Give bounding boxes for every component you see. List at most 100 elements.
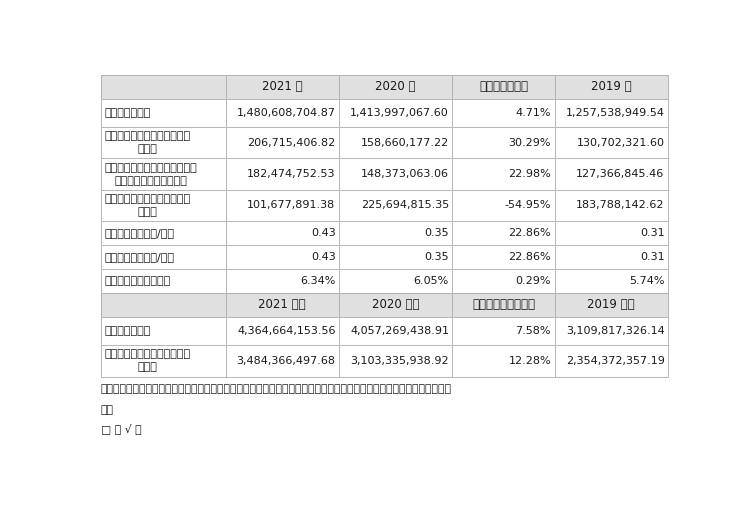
Bar (339, 220, 452, 245)
Bar (226, 245, 339, 269)
Bar (339, 75, 452, 99)
Bar (339, 345, 452, 377)
Text: 4,057,269,438.91: 4,057,269,438.91 (350, 326, 449, 336)
Text: 22.86%: 22.86% (509, 252, 551, 262)
Text: 公司最近三个会计年度扣除非经常性损益前后净利润孰低者均为负值，且最近一年审计报告显示公司持续经营能力存在不确: 公司最近三个会计年度扣除非经常性损益前后净利润孰低者均为负值，且最近一年审计报告… (100, 384, 452, 393)
Text: 22.86%: 22.86% (509, 228, 551, 238)
Bar (226, 75, 339, 99)
Text: 资产总额（元）: 资产总额（元） (104, 326, 151, 336)
Bar (554, 127, 668, 158)
Bar (100, 317, 226, 345)
Bar (452, 190, 554, 220)
Bar (339, 190, 452, 220)
Text: 归属于上市公司股东的扣除非经
常性损益的净利润（元）: 归属于上市公司股东的扣除非经 常性损益的净利润（元） (104, 163, 197, 186)
Bar (452, 127, 554, 158)
Bar (554, 75, 668, 99)
Bar (226, 190, 339, 220)
Bar (226, 220, 339, 245)
Text: 3,484,366,497.68: 3,484,366,497.68 (236, 356, 335, 365)
Bar (226, 158, 339, 190)
Text: 6.05%: 6.05% (414, 276, 449, 286)
Text: 4.71%: 4.71% (515, 108, 551, 118)
Text: 归属于上市公司股东的净利润
（元）: 归属于上市公司股东的净利润 （元） (104, 131, 190, 154)
Bar (226, 127, 339, 158)
Bar (554, 190, 668, 220)
Bar (100, 158, 226, 190)
Text: -54.95%: -54.95% (505, 201, 551, 211)
Bar (100, 158, 226, 190)
Bar (226, 345, 339, 377)
Text: 0.31: 0.31 (640, 252, 664, 262)
Bar (100, 293, 226, 317)
Bar (452, 317, 554, 345)
Text: 2,354,372,357.19: 2,354,372,357.19 (566, 356, 664, 365)
Bar (226, 158, 339, 190)
Bar (100, 220, 226, 245)
Bar (452, 269, 554, 293)
Bar (452, 245, 554, 269)
Bar (100, 75, 226, 99)
Bar (226, 99, 339, 127)
Bar (554, 269, 668, 293)
Text: 2020 年: 2020 年 (376, 80, 416, 93)
Text: 0.31: 0.31 (640, 228, 664, 238)
Bar (339, 245, 452, 269)
Bar (100, 245, 226, 269)
Text: 6.34%: 6.34% (300, 276, 335, 286)
Text: 127,366,845.46: 127,366,845.46 (576, 169, 664, 180)
Text: 营业收入（元）: 营业收入（元） (104, 108, 151, 118)
Bar (452, 293, 554, 317)
Bar (452, 345, 554, 377)
Text: 130,702,321.60: 130,702,321.60 (577, 137, 664, 148)
Bar (226, 99, 339, 127)
Bar (554, 190, 668, 220)
Bar (100, 269, 226, 293)
Text: 1,480,608,704.87: 1,480,608,704.87 (236, 108, 335, 118)
Bar (554, 220, 668, 245)
Bar (226, 269, 339, 293)
Bar (554, 269, 668, 293)
Text: 1,257,538,949.54: 1,257,538,949.54 (566, 108, 664, 118)
Bar (226, 293, 339, 317)
Bar (100, 245, 226, 269)
Bar (339, 127, 452, 158)
Text: 0.43: 0.43 (310, 228, 335, 238)
Text: 2019 年末: 2019 年末 (587, 298, 635, 312)
Text: 0.29%: 0.29% (515, 276, 551, 286)
Bar (226, 245, 339, 269)
Bar (554, 345, 668, 377)
Bar (554, 158, 668, 190)
Bar (339, 99, 452, 127)
Bar (100, 317, 226, 345)
Text: 0.35: 0.35 (424, 228, 449, 238)
Bar (226, 317, 339, 345)
Bar (100, 220, 226, 245)
Bar (452, 269, 554, 293)
Bar (339, 345, 452, 377)
Text: 206,715,406.82: 206,715,406.82 (248, 137, 335, 148)
Text: 182,474,752.53: 182,474,752.53 (247, 169, 335, 180)
Bar (339, 99, 452, 127)
Bar (452, 317, 554, 345)
Bar (554, 245, 668, 269)
Bar (226, 269, 339, 293)
Bar (339, 293, 452, 317)
Bar (100, 345, 226, 377)
Text: 2021 年: 2021 年 (262, 80, 302, 93)
Bar (554, 345, 668, 377)
Text: 5.74%: 5.74% (629, 276, 664, 286)
Text: 1,413,997,067.60: 1,413,997,067.60 (350, 108, 449, 118)
Bar (339, 220, 452, 245)
Bar (226, 220, 339, 245)
Bar (100, 99, 226, 127)
Bar (226, 190, 339, 220)
Bar (100, 99, 226, 127)
Bar (452, 127, 554, 158)
Bar (100, 190, 226, 220)
Text: 3,103,335,938.92: 3,103,335,938.92 (350, 356, 449, 365)
Bar (452, 99, 554, 127)
Bar (554, 127, 668, 158)
Bar (100, 293, 226, 317)
Text: 4,364,664,153.56: 4,364,664,153.56 (237, 326, 335, 336)
Text: 2021 年末: 2021 年末 (259, 298, 306, 312)
